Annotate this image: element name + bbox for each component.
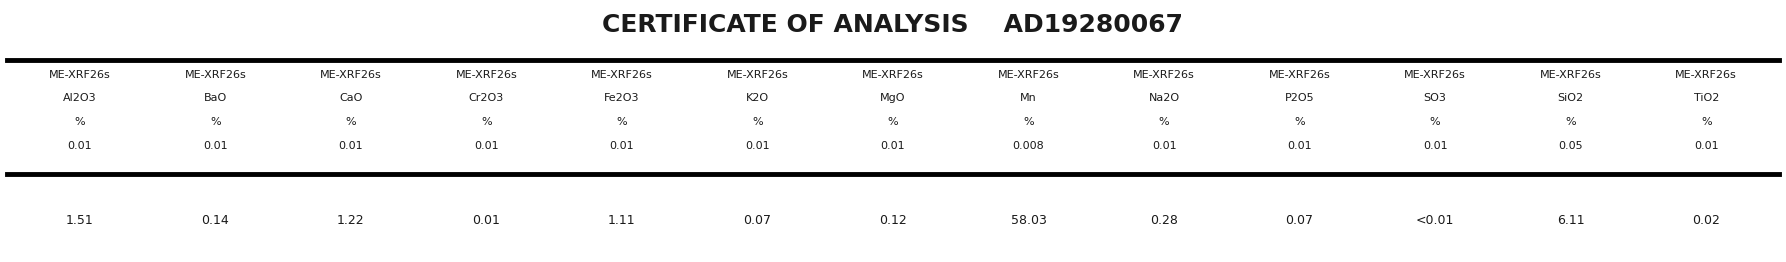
Text: SiO2: SiO2 bbox=[1557, 93, 1584, 103]
Text: Fe2O3: Fe2O3 bbox=[604, 93, 639, 103]
Text: SO3: SO3 bbox=[1423, 93, 1447, 103]
Text: Na2O: Na2O bbox=[1148, 93, 1179, 103]
Text: %: % bbox=[480, 117, 491, 127]
Text: ME-XRF26s: ME-XRF26s bbox=[48, 70, 111, 80]
Text: %: % bbox=[752, 117, 763, 127]
Text: 0.01: 0.01 bbox=[1693, 141, 1718, 151]
Text: CERTIFICATE OF ANALYSIS    AD19280067: CERTIFICATE OF ANALYSIS AD19280067 bbox=[602, 13, 1184, 37]
Text: <0.01: <0.01 bbox=[1416, 214, 1454, 227]
Text: 0.01: 0.01 bbox=[204, 141, 227, 151]
Text: 0.07: 0.07 bbox=[1286, 214, 1314, 227]
Text: P2O5: P2O5 bbox=[1284, 93, 1314, 103]
Text: %: % bbox=[211, 117, 221, 127]
Text: Mn: Mn bbox=[1020, 93, 1038, 103]
Text: ME-XRF26s: ME-XRF26s bbox=[184, 70, 246, 80]
Text: 1.11: 1.11 bbox=[607, 214, 636, 227]
Text: TiO2: TiO2 bbox=[1693, 93, 1718, 103]
Text: 0.14: 0.14 bbox=[202, 214, 229, 227]
Text: 0.01: 0.01 bbox=[1152, 141, 1177, 151]
Text: 0.01: 0.01 bbox=[609, 141, 634, 151]
Text: 0.28: 0.28 bbox=[1150, 214, 1179, 227]
Text: 0.01: 0.01 bbox=[68, 141, 93, 151]
Text: Al2O3: Al2O3 bbox=[63, 93, 96, 103]
Text: MgO: MgO bbox=[880, 93, 906, 103]
Text: ME-XRF26s: ME-XRF26s bbox=[1675, 70, 1738, 80]
Text: 0.01: 0.01 bbox=[745, 141, 770, 151]
Text: 0.01: 0.01 bbox=[1288, 141, 1313, 151]
Text: 0.02: 0.02 bbox=[1693, 214, 1720, 227]
Text: 0.008: 0.008 bbox=[1013, 141, 1045, 151]
Text: CaO: CaO bbox=[339, 93, 363, 103]
Text: ME-XRF26s: ME-XRF26s bbox=[1404, 70, 1466, 80]
Text: BaO: BaO bbox=[204, 93, 227, 103]
Text: 6.11: 6.11 bbox=[1557, 214, 1584, 227]
Text: %: % bbox=[1565, 117, 1575, 127]
Text: %: % bbox=[1295, 117, 1306, 127]
Text: 1.22: 1.22 bbox=[338, 214, 364, 227]
Text: %: % bbox=[1431, 117, 1441, 127]
Text: %: % bbox=[616, 117, 627, 127]
Text: 0.01: 0.01 bbox=[880, 141, 906, 151]
Text: ME-XRF26s: ME-XRF26s bbox=[727, 70, 788, 80]
Text: 1.51: 1.51 bbox=[66, 214, 93, 227]
Text: 0.01: 0.01 bbox=[1423, 141, 1447, 151]
Text: ME-XRF26s: ME-XRF26s bbox=[320, 70, 382, 80]
Text: 0.05: 0.05 bbox=[1559, 141, 1582, 151]
Text: 0.01: 0.01 bbox=[473, 141, 498, 151]
Text: ME-XRF26s: ME-XRF26s bbox=[591, 70, 654, 80]
Text: 58.03: 58.03 bbox=[1011, 214, 1047, 227]
Text: ME-XRF26s: ME-XRF26s bbox=[455, 70, 518, 80]
Text: %: % bbox=[1159, 117, 1170, 127]
Text: 0.01: 0.01 bbox=[339, 141, 363, 151]
Text: ME-XRF26s: ME-XRF26s bbox=[1268, 70, 1331, 80]
Text: 0.12: 0.12 bbox=[879, 214, 907, 227]
Text: %: % bbox=[888, 117, 898, 127]
Text: %: % bbox=[345, 117, 355, 127]
Text: 0.01: 0.01 bbox=[473, 214, 500, 227]
Text: %: % bbox=[1023, 117, 1034, 127]
Text: %: % bbox=[1700, 117, 1711, 127]
Text: ME-XRF26s: ME-XRF26s bbox=[1540, 70, 1602, 80]
Text: 0.07: 0.07 bbox=[743, 214, 772, 227]
Text: %: % bbox=[75, 117, 86, 127]
Text: Cr2O3: Cr2O3 bbox=[468, 93, 504, 103]
Text: K2O: K2O bbox=[747, 93, 770, 103]
Text: ME-XRF26s: ME-XRF26s bbox=[1132, 70, 1195, 80]
Text: ME-XRF26s: ME-XRF26s bbox=[998, 70, 1059, 80]
Text: ME-XRF26s: ME-XRF26s bbox=[863, 70, 923, 80]
